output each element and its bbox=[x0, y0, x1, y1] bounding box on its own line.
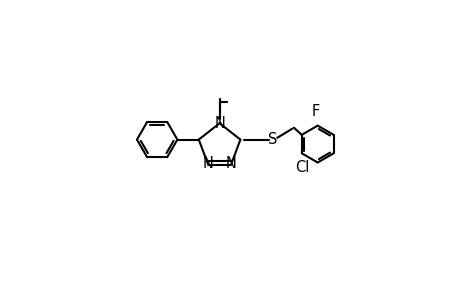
Text: N: N bbox=[202, 156, 213, 171]
Text: N: N bbox=[214, 116, 224, 131]
Text: F: F bbox=[310, 104, 319, 119]
Text: Cl: Cl bbox=[295, 160, 309, 175]
Text: methyl: methyl bbox=[217, 97, 222, 98]
Text: S: S bbox=[268, 132, 277, 147]
Text: N: N bbox=[225, 156, 236, 171]
